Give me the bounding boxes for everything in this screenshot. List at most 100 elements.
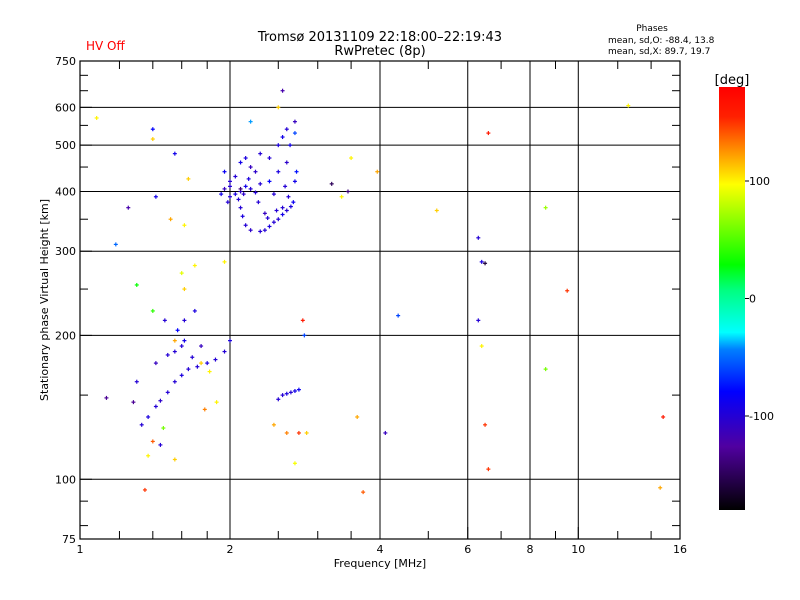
y-tick-label: 750 <box>55 55 76 68</box>
data-point <box>165 352 170 357</box>
data-point <box>280 135 285 140</box>
x-tick-label: 16 <box>673 543 687 556</box>
data-point <box>253 169 258 174</box>
data-point <box>153 361 158 366</box>
data-point <box>214 400 219 405</box>
x-tick-label: 4 <box>377 543 384 556</box>
data-point <box>207 369 212 374</box>
data-point <box>182 223 187 228</box>
data-point <box>294 169 299 174</box>
y-tick-label: 200 <box>55 329 76 342</box>
data-point <box>219 192 224 197</box>
data-point <box>274 208 279 213</box>
data-point <box>142 487 147 492</box>
data-point <box>150 137 155 142</box>
data-point <box>565 288 570 293</box>
y-tick-label: 400 <box>55 185 76 198</box>
data-point <box>104 395 109 400</box>
data-point <box>284 391 289 396</box>
data-point <box>192 263 197 268</box>
data-point <box>126 205 131 210</box>
data-point <box>345 189 350 194</box>
x-tick-label: 2 <box>227 543 234 556</box>
data-point <box>113 242 118 247</box>
data-point <box>162 318 167 323</box>
data-point <box>276 143 281 148</box>
data-point <box>192 308 197 313</box>
data-point <box>349 156 354 161</box>
data-point <box>339 194 344 199</box>
data-point <box>179 271 184 276</box>
data-point <box>225 200 230 205</box>
x-tick-label: 10 <box>571 543 585 556</box>
data-point <box>238 160 243 165</box>
data-point <box>94 115 99 120</box>
data-point <box>150 308 155 313</box>
plot-frame <box>79 60 681 540</box>
y-tick-label: 75 <box>62 533 76 546</box>
data-point <box>486 131 491 136</box>
data-point <box>186 367 191 372</box>
data-point <box>288 390 293 395</box>
data-point <box>361 490 366 495</box>
data-point <box>267 156 272 161</box>
data-point <box>233 174 238 179</box>
data-point <box>240 214 245 219</box>
phase-stats-o: mean, sd,O: -88.4, 13.8 <box>608 36 715 46</box>
data-point <box>182 318 187 323</box>
data-point <box>276 397 281 402</box>
data-point <box>179 344 184 349</box>
data-point <box>205 361 210 366</box>
data-point <box>202 407 207 412</box>
y-tick-label: 100 <box>55 473 76 486</box>
data-point <box>288 204 293 209</box>
data-point <box>292 388 297 393</box>
data-point <box>258 181 263 186</box>
data-point <box>262 211 267 216</box>
data-point <box>262 228 267 233</box>
data-point <box>139 422 144 427</box>
data-point <box>292 179 297 184</box>
data-point <box>296 430 301 435</box>
data-point <box>179 373 184 378</box>
grid-lines <box>80 61 680 539</box>
colorbar-tick-label: 100 <box>749 175 770 188</box>
data-point <box>292 131 297 136</box>
data-point <box>258 151 263 156</box>
data-point <box>661 414 666 419</box>
data-point <box>479 344 484 349</box>
data-point <box>276 217 281 222</box>
data-point <box>199 344 204 349</box>
data-point <box>158 442 163 447</box>
data-point <box>161 426 166 431</box>
data-point <box>228 194 232 199</box>
data-point <box>158 398 163 403</box>
tick-labels: 1 2 4 6 8 10 16 750 600 500 400 300 200 100 75 <box>55 55 687 556</box>
data-point <box>175 328 180 333</box>
data-point <box>284 127 289 132</box>
data-point <box>186 176 191 181</box>
data-point <box>165 390 170 395</box>
data-point <box>153 404 158 409</box>
data-point <box>228 184 232 189</box>
data-point <box>329 181 334 186</box>
data-point <box>241 192 246 197</box>
data-point <box>483 261 488 266</box>
data-point <box>280 205 285 210</box>
colorbar-tick-label: -100 <box>749 410 774 423</box>
data-point <box>172 379 177 384</box>
data-point <box>265 216 270 221</box>
data-point <box>476 235 481 240</box>
data-point <box>182 287 187 292</box>
data-point <box>248 228 253 233</box>
data-point <box>168 217 173 222</box>
data-point <box>284 160 289 165</box>
data-point <box>190 355 195 360</box>
data-point <box>222 259 227 264</box>
colorbar-tick-label: 0 <box>749 293 756 306</box>
data-point <box>543 205 548 210</box>
data-point <box>248 165 253 170</box>
data-point <box>172 338 177 343</box>
data-point <box>300 318 305 323</box>
